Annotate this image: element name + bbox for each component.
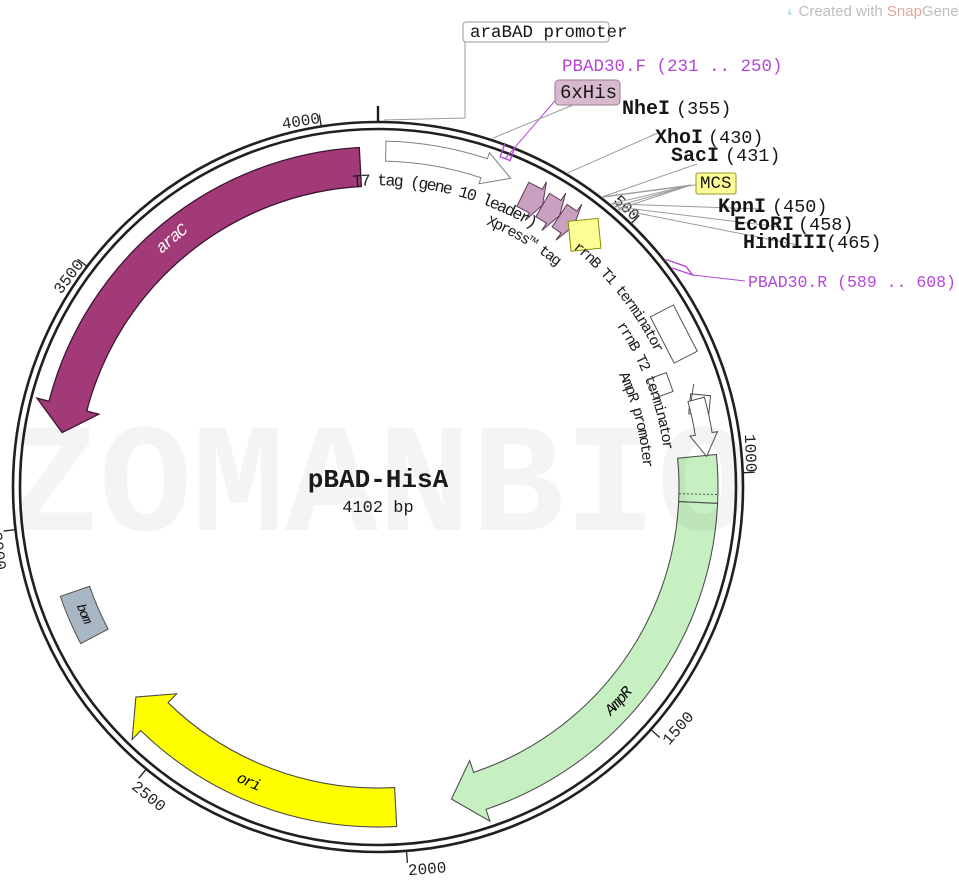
svg-text:NheI: NheI (622, 98, 670, 121)
svg-text:(431): (431) (725, 146, 781, 167)
svg-text:6xHis: 6xHis (560, 82, 617, 104)
svg-text:pBAD-HisA: pBAD-HisA (308, 465, 449, 495)
svg-text:4000: 4000 (281, 110, 322, 134)
svg-text:araBAD promoter: araBAD promoter (470, 23, 628, 43)
svg-text:1500: 1500 (659, 708, 698, 749)
svg-text:2500: 2500 (128, 778, 169, 816)
svg-text:(465): (465) (826, 233, 882, 254)
svg-text:4102 bp: 4102 bp (342, 499, 413, 518)
svg-text:MCS: MCS (700, 174, 732, 194)
svg-text:PBAD30.R (589 .. 608): PBAD30.R (589 .. 608) (748, 273, 956, 292)
svg-text:SacI: SacI (671, 145, 719, 168)
svg-text:7: 7 (360, 171, 371, 190)
svg-text:HindIII: HindIII (743, 232, 827, 255)
svg-text:g: g (393, 172, 404, 192)
svg-text:(355): (355) (676, 99, 732, 120)
svg-text:PBAD30.F (231 .. 250): PBAD30.F (231 .. 250) (562, 57, 783, 77)
svg-text:2000: 2000 (407, 859, 447, 880)
